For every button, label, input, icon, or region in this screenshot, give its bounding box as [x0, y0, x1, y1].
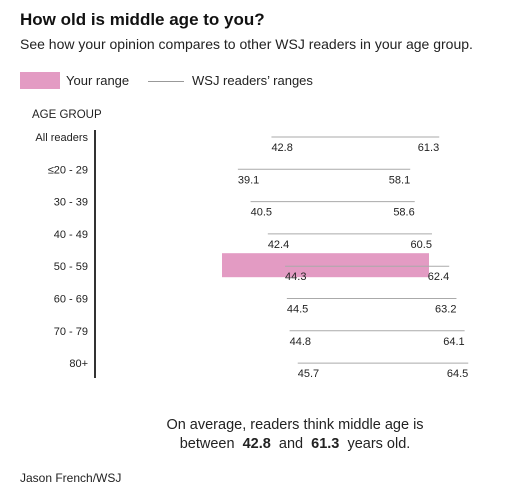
chart-subtitle: See how your opinion compares to other W…	[20, 36, 473, 52]
axis-label: AGE GROUP	[32, 109, 102, 121]
summary-and: and	[278, 436, 304, 452]
low-value-label: 42.4	[268, 239, 289, 251]
range-chart: AGE GROUP All readers 42.8 61.3 ≤20 - 29 39.1…	[32, 109, 469, 380]
category-label: 80+	[69, 358, 88, 370]
low-value-label: 44.8	[290, 336, 311, 348]
category-label: 50 - 59	[54, 261, 88, 273]
low-value-label: 40.5	[251, 207, 272, 219]
category-label: ≤20 - 29	[48, 164, 88, 176]
category-label: All readers	[35, 132, 88, 144]
legend-swatch-your-range	[20, 72, 60, 89]
low-value-label: 42.8	[271, 142, 292, 154]
low-value-label: 45.7	[298, 368, 319, 380]
high-value-label: 63.2	[435, 304, 456, 316]
summary-low-value: 42.8	[242, 436, 271, 452]
low-value-label: 44.5	[287, 304, 308, 316]
low-value-label: 39.1	[238, 174, 259, 186]
legend-label-your-range: Your range	[66, 73, 130, 88]
category-label: 40 - 49	[54, 229, 88, 241]
summary-line-2: between 42.8 and 61.3 years old.	[150, 435, 440, 454]
high-value-label: 58.1	[389, 174, 410, 186]
high-value-label: 58.6	[393, 207, 414, 219]
summary-high-value: 61.3	[311, 436, 340, 452]
category-label: 70 - 79	[54, 326, 88, 338]
high-value-label: 61.3	[418, 142, 439, 154]
summary-prefix: between	[179, 436, 235, 452]
your-range-bar	[222, 253, 429, 278]
high-value-label: 64.5	[447, 368, 468, 380]
high-value-label: 64.1	[443, 336, 464, 348]
category-label: 60 - 69	[54, 294, 88, 306]
summary-suffix: years old.	[347, 436, 411, 452]
summary-text: On average, readers think middle age is …	[150, 416, 440, 454]
legend-line-readers-ranges	[148, 81, 184, 82]
legend-label-readers-ranges: WSJ readers’ ranges	[192, 73, 313, 88]
category-label: 30 - 39	[54, 197, 88, 209]
low-value-label: 44.3	[285, 271, 306, 283]
credit: Jason French/WSJ	[20, 471, 122, 485]
summary-line-1: On average, readers think middle age is	[166, 417, 424, 433]
high-value-label: 60.5	[411, 239, 432, 251]
chart-title: How old is middle age to you?	[20, 10, 265, 29]
high-value-label: 62.4	[428, 271, 449, 283]
